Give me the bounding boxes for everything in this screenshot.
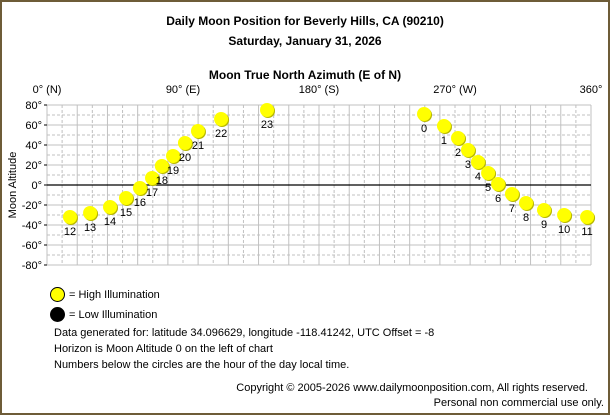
y-tick-label: 20° (25, 160, 42, 172)
moon-point (481, 166, 496, 180)
x-axis-label: Moon True North Azimuth (E of N) (208, 68, 402, 82)
hour-label: 13 (84, 222, 96, 234)
y-tick-label: -60° (22, 240, 42, 252)
hour-label: 6 (495, 193, 501, 205)
hour-label: 3 (465, 159, 471, 171)
hour-label: 7 (509, 203, 515, 215)
note-horizon: Horizon is Moon Altitude 0 on the left o… (54, 343, 273, 355)
moon-point (177, 136, 192, 150)
hour-label: 0 (421, 123, 427, 135)
moon-point (557, 208, 572, 222)
moon-point (83, 206, 98, 220)
moon-point (166, 149, 181, 163)
hour-label: 21 (192, 140, 204, 152)
moon-point (103, 200, 118, 214)
y-tick-label: 60° (25, 120, 42, 132)
moon-point (537, 203, 552, 217)
moon-point (132, 181, 147, 195)
x-tick-label: 360° (580, 84, 603, 96)
moon-point (451, 131, 466, 145)
hour-label: 9 (541, 219, 547, 231)
moon-point (491, 177, 506, 191)
moon-point (119, 191, 134, 205)
chart-title: Daily Moon Position for Beverly Hills, C… (166, 14, 444, 28)
moon-point (260, 103, 275, 117)
note-location: Data generated for: latitude 34.096629, … (54, 327, 435, 339)
y-tick-label: 0° (31, 180, 42, 192)
hour-label: 4 (475, 171, 481, 183)
moon-point (62, 210, 77, 224)
x-tick-label: 270° (W) (433, 84, 477, 96)
moon-point (190, 124, 205, 138)
high-illumination-icon (50, 287, 65, 302)
moon-point (154, 159, 169, 173)
moon-point (436, 119, 451, 133)
y-tick-label: -20° (22, 200, 42, 212)
hour-label: 1 (441, 135, 447, 147)
copyright: Copyright © 2005-2026 www.dailymoonposit… (236, 382, 588, 394)
moon-point (417, 107, 432, 121)
legend-high-label: = High Illumination (69, 288, 160, 301)
x-tick-label: 180° (S) (299, 84, 339, 96)
hour-label: 12 (64, 226, 76, 238)
moon-point (145, 171, 160, 185)
hour-label: 20 (179, 152, 191, 164)
hour-label: 19 (167, 165, 179, 177)
legend-low: = Low Illumination (50, 307, 157, 322)
hour-label: 17 (146, 187, 158, 199)
x-tick-label: 0° (N) (33, 84, 62, 96)
hour-label: 11 (581, 226, 592, 238)
moon-point (504, 187, 519, 201)
hour-label: 15 (120, 207, 132, 219)
y-tick-label: -80° (22, 260, 42, 272)
moon-point (214, 112, 229, 126)
hour-label: 8 (523, 212, 529, 224)
y-tick-label: 40° (25, 140, 42, 152)
legend-high: = High Illumination (50, 287, 160, 302)
low-illumination-icon (50, 307, 65, 322)
y-tick-label: 80° (25, 100, 42, 112)
x-tick-label: 90° (E) (166, 84, 200, 96)
hour-label: 18 (156, 175, 168, 187)
hour-label: 5 (485, 182, 491, 194)
hour-label: 14 (104, 216, 116, 228)
moon-point (519, 196, 534, 210)
moon-point (460, 143, 475, 157)
moon-point (470, 155, 485, 169)
hour-label: 16 (134, 197, 146, 209)
usage-note: Personal non commercial use only. (433, 397, 604, 409)
hour-label: 2 (455, 147, 461, 159)
y-axis-label: Moon Altitude (7, 152, 19, 219)
hour-label: 10 (558, 224, 570, 236)
moon-point (580, 210, 595, 224)
y-tick-label: -40° (22, 220, 42, 232)
legend-low-label: = Low Illumination (69, 308, 158, 321)
hour-label: 23 (261, 119, 273, 131)
plot-area: 0° (N) 90° (E) 180° (S) 270° (W) 360°80°60°4… (7, 84, 603, 272)
hour-label: 22 (215, 128, 227, 140)
note-hours: Numbers below the circles are the hour o… (54, 359, 350, 371)
chart-subtitle: Saturday, January 31, 2026 (228, 34, 382, 48)
